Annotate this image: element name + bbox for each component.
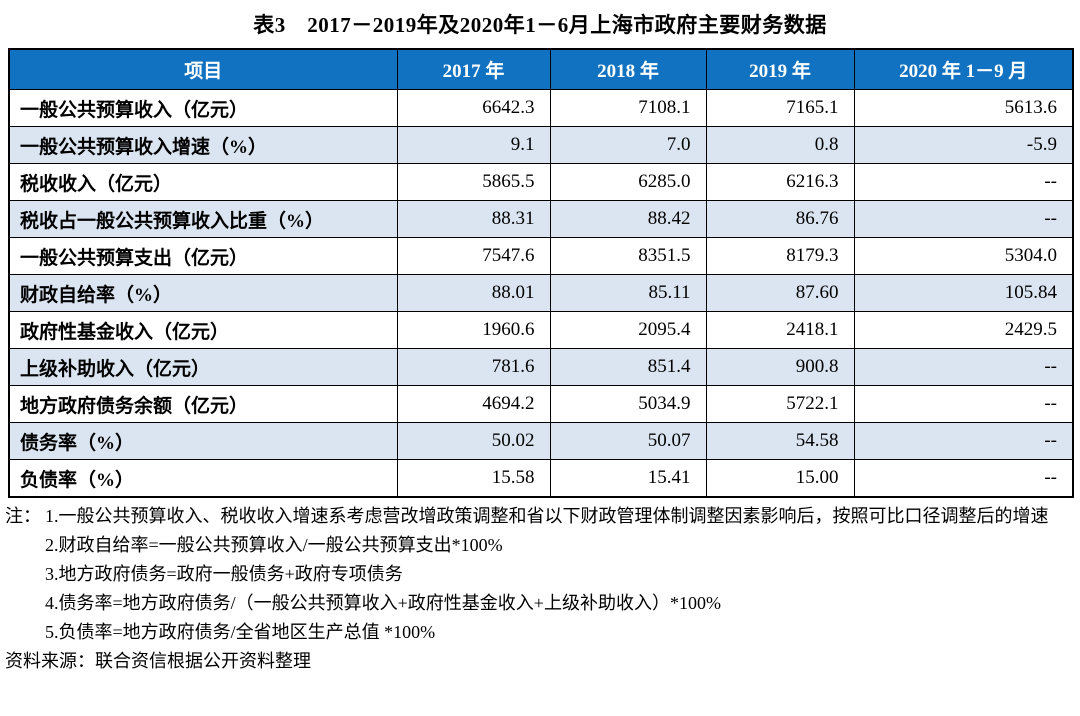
table-row: 税收收入（亿元） 5865.5 6285.0 6216.3 -- <box>8 163 1074 201</box>
data-source-line: 资料来源：联合资信根据公开资料整理 <box>5 651 311 671</box>
column-header-2019: 2019 年 <box>705 48 855 90</box>
table-row: 地方政府债务余额（亿元） 4694.2 5034.9 5722.1 -- <box>8 385 1074 423</box>
cell-value: -- <box>853 200 1074 238</box>
cell-value: 7165.1 <box>705 89 855 127</box>
cell-value: 1960.6 <box>396 311 551 349</box>
note-item-3: 3.地方政府债务=政府一般债务+政府专项债务 <box>45 564 403 584</box>
cell-value: -- <box>853 459 1074 498</box>
cell-value: 54.58 <box>705 422 855 460</box>
financial-data-table: 项目 2017 年 2018 年 2019 年 2020 年 1－9 月 一般公… <box>8 48 1074 498</box>
cell-value: -- <box>853 385 1074 423</box>
cell-value: 15.41 <box>549 459 707 498</box>
cell-value: 6285.0 <box>549 163 707 201</box>
column-header-2017: 2017 年 <box>396 48 551 90</box>
table-row: 财政自给率（%） 88.01 85.11 87.60 105.84 <box>8 274 1074 312</box>
cell-value: 87.60 <box>705 274 855 312</box>
cell-value: 15.58 <box>396 459 551 498</box>
column-header-2018: 2018 年 <box>549 48 707 90</box>
cell-value: 15.00 <box>705 459 855 498</box>
table-row: 税收占一般公共预算收入比重（%） 88.31 88.42 86.76 -- <box>8 200 1074 238</box>
note-item-5: 5.负债率=地方政府债务/全省地区生产总值 *100% <box>45 622 436 642</box>
row-label: 债务率（%） <box>8 422 398 460</box>
cell-value: 900.8 <box>705 348 855 386</box>
note-item-2: 2.财政自给率=一般公共预算收入/一般公共预算支出*100% <box>45 535 503 555</box>
cell-value: 2095.4 <box>549 311 707 349</box>
table-row: 负债率（%） 15.58 15.41 15.00 -- <box>8 459 1074 498</box>
row-label: 上级补助收入（亿元） <box>8 348 398 386</box>
column-header-2020: 2020 年 1－9 月 <box>853 48 1074 90</box>
cell-value: 105.84 <box>853 274 1074 312</box>
row-label: 税收收入（亿元） <box>8 163 398 201</box>
table-row: 政府性基金收入（亿元） 1960.6 2095.4 2418.1 2429.5 <box>8 311 1074 349</box>
cell-value: -- <box>853 348 1074 386</box>
notes-prefix: 注： <box>5 506 41 526</box>
row-label: 政府性基金收入（亿元） <box>8 311 398 349</box>
cell-value: 9.1 <box>396 126 551 164</box>
cell-value: 8179.3 <box>705 237 855 275</box>
cell-value: 2418.1 <box>705 311 855 349</box>
table-title: 表3 2017－2019年及2020年1－6月上海市政府主要财务数据 <box>253 13 827 37</box>
row-label: 一般公共预算收入（亿元） <box>8 89 398 127</box>
cell-value: -5.9 <box>853 126 1074 164</box>
cell-value: 4694.2 <box>396 385 551 423</box>
cell-value: 8351.5 <box>549 237 707 275</box>
cell-value: 5304.0 <box>853 237 1074 275</box>
table-row: 一般公共预算支出（亿元） 7547.6 8351.5 8179.3 5304.0 <box>8 237 1074 275</box>
row-label: 负债率（%） <box>8 459 398 498</box>
cell-value: 0.8 <box>705 126 855 164</box>
cell-value: 5865.5 <box>396 163 551 201</box>
table-row: 一般公共预算收入增速（%） 9.1 7.0 0.8 -5.9 <box>8 126 1074 164</box>
cell-value: 50.07 <box>549 422 707 460</box>
cell-value: 7547.6 <box>396 237 551 275</box>
cell-value: 86.76 <box>705 200 855 238</box>
cell-value: 50.02 <box>396 422 551 460</box>
cell-value: 7.0 <box>549 126 707 164</box>
row-label: 财政自给率（%） <box>8 274 398 312</box>
cell-value: 85.11 <box>549 274 707 312</box>
table-header-row: 项目 2017 年 2018 年 2019 年 2020 年 1－9 月 <box>8 48 1074 90</box>
table-notes: 注： 1.一般公共预算收入、税收收入增速系考虑营改增政策调整和省以下财政管理体制… <box>5 502 1080 676</box>
cell-value: 88.42 <box>549 200 707 238</box>
cell-value: -- <box>853 163 1074 201</box>
cell-value: -- <box>853 422 1074 460</box>
row-label: 地方政府债务余额（亿元） <box>8 385 398 423</box>
cell-value: 781.6 <box>396 348 551 386</box>
cell-value: 851.4 <box>549 348 707 386</box>
table-row: 一般公共预算收入（亿元） 6642.3 7108.1 7165.1 5613.6 <box>8 89 1074 127</box>
row-label: 一般公共预算收入增速（%） <box>8 126 398 164</box>
cell-value: 5034.9 <box>549 385 707 423</box>
cell-value: 88.31 <box>396 200 551 238</box>
note-item-1: 1.一般公共预算收入、税收收入增速系考虑营改增政策调整和省以下财政管理体制调整因… <box>45 506 1049 526</box>
table-row: 债务率（%） 50.02 50.07 54.58 -- <box>8 422 1074 460</box>
cell-value: 6642.3 <box>396 89 551 127</box>
cell-value: 5722.1 <box>705 385 855 423</box>
cell-value: 2429.5 <box>853 311 1074 349</box>
row-label: 税收占一般公共预算收入比重（%） <box>8 200 398 238</box>
cell-value: 6216.3 <box>705 163 855 201</box>
note-item-4: 4.债务率=地方政府债务/（一般公共预算收入+政府性基金收入+上级补助收入）*1… <box>45 593 721 613</box>
column-header-item: 项目 <box>8 48 398 90</box>
cell-value: 7108.1 <box>549 89 707 127</box>
row-label: 一般公共预算支出（亿元） <box>8 237 398 275</box>
cell-value: 5613.6 <box>853 89 1074 127</box>
table-row: 上级补助收入（亿元） 781.6 851.4 900.8 -- <box>8 348 1074 386</box>
cell-value: 88.01 <box>396 274 551 312</box>
